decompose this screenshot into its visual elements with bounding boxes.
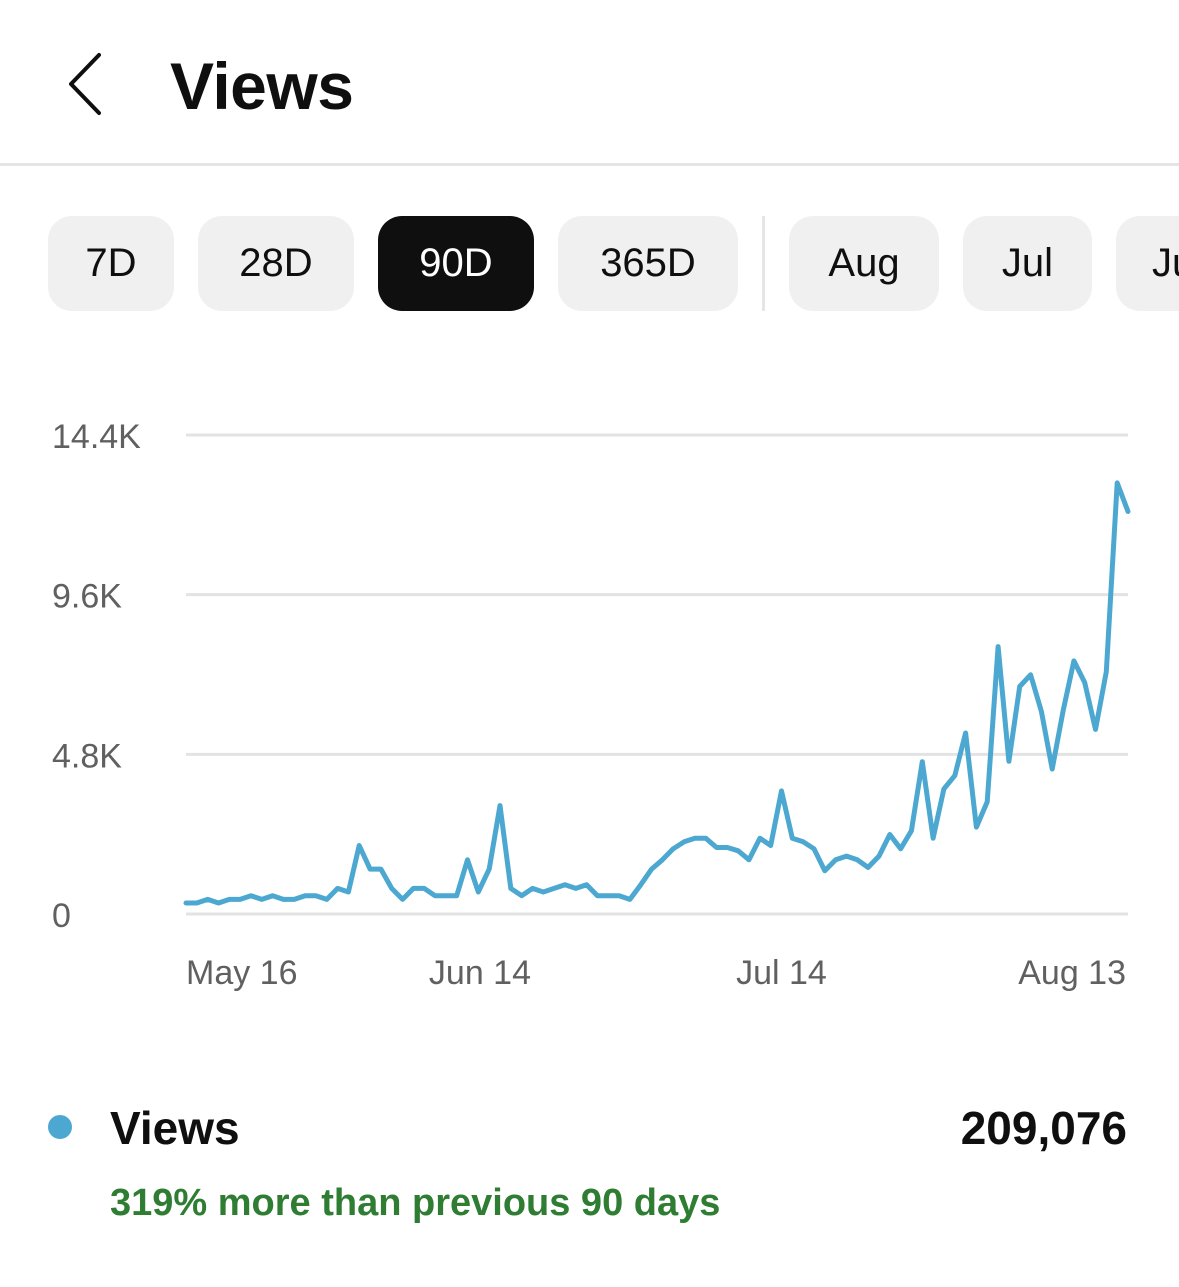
chip-divider [762,216,765,311]
chip-aug[interactable]: Aug [789,216,939,311]
page-title: Views [170,49,354,123]
chevron-left-icon [69,53,101,115]
chip-7d[interactable]: 7D [48,216,174,311]
comparison-text: 319% more than previous 90 days [110,1182,721,1224]
views-line-chart: 0 4.8K 9.6K 14.4K May 16 Jun 14 Jul 14 Aug 13 [52,418,1131,992]
series-line-views [183,480,1131,906]
views-total: 209,076 [960,1102,1127,1154]
back-button[interactable] [50,44,120,124]
legend-dot-icon [48,1115,72,1139]
y-tick-label: 0 [52,897,71,935]
views-chart: 0 4.8K 9.6K 14.4K May 16 Jun 14 Jul 14 Aug 13 [0,400,1179,1010]
chip-28d[interactable]: 28D [198,216,354,311]
x-tick-label: Jun 14 [429,954,531,992]
legend-label: Views [110,1102,240,1154]
x-tick-label: Jul 14 [736,954,827,992]
chip-365d[interactable]: 365D [558,216,738,311]
y-tick-label: 4.8K [52,737,122,775]
top-app-bar: Views [0,0,1179,166]
chip-90d[interactable]: 90D [378,216,534,311]
chip-jul[interactable]: Jul [963,216,1092,311]
period-chip-bar: 7D 28D 90D 365D Aug Jul Jun [0,216,1179,312]
x-tick-label: May 16 [186,954,298,992]
chip-jun[interactable]: Jun [1116,216,1179,311]
y-tick-label: 9.6K [52,578,122,616]
y-tick-label: 14.4K [52,418,141,456]
x-tick-label: Aug 13 [1018,954,1126,992]
